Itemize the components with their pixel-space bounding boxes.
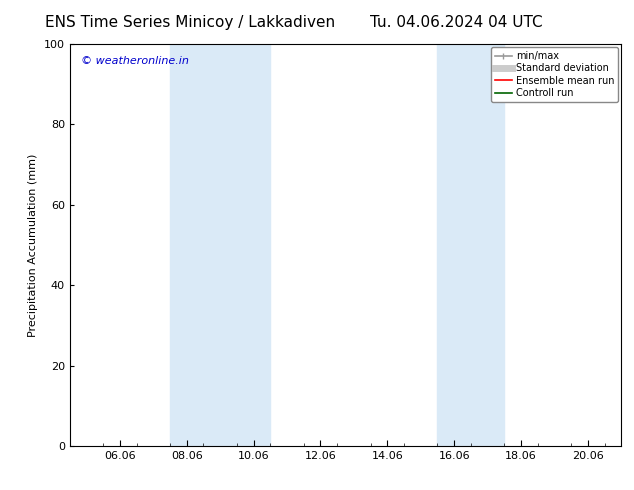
Bar (437, 44, 504, 446)
Legend: min/max, Standard deviation, Ensemble mean run, Controll run: min/max, Standard deviation, Ensemble me… (491, 47, 618, 102)
Text: Tu. 04.06.2024 04 UTC: Tu. 04.06.2024 04 UTC (370, 15, 543, 30)
Y-axis label: Precipitation Accumulation (mm): Precipitation Accumulation (mm) (29, 153, 38, 337)
Text: © weatheronline.in: © weatheronline.in (81, 56, 189, 66)
Bar (170, 44, 270, 446)
Text: ENS Time Series Minicoy / Lakkadiven: ENS Time Series Minicoy / Lakkadiven (45, 15, 335, 30)
